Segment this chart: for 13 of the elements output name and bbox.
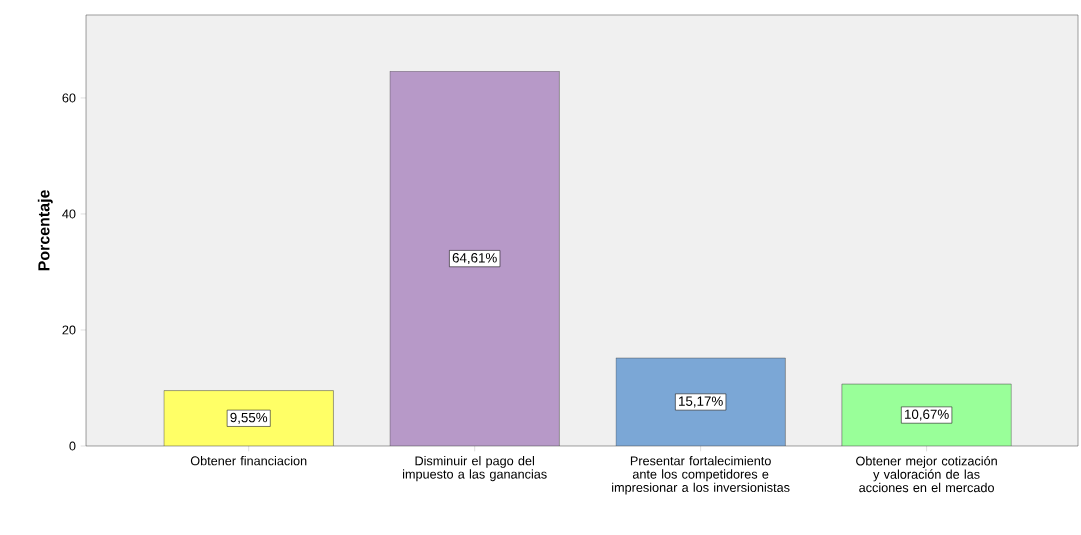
data-label: 10,67% (905, 409, 949, 421)
y-tick-label: 40 (62, 209, 76, 219)
x-tick-label: Presentar fortalecimiento ante los competidores e impresionar a los inversionistas (612, 456, 790, 495)
data-label: 9,55% (230, 412, 268, 424)
y-tick-label: 20 (62, 325, 76, 335)
y-tick-label: 0 (69, 441, 76, 451)
y-axis-title: Porcentaje (37, 190, 53, 271)
y-tick-label: 60 (62, 93, 76, 103)
data-label: 15,17% (679, 396, 723, 408)
x-tick-label: Disminuir el pago del impuesto a las ganancias (403, 456, 547, 482)
x-tick-label: Obtener financiacion (190, 456, 307, 466)
x-tick-label: Obtener mejor cotización y valoración de las acciones en el mercado (856, 456, 997, 493)
data-label: 64,61% (452, 253, 497, 265)
